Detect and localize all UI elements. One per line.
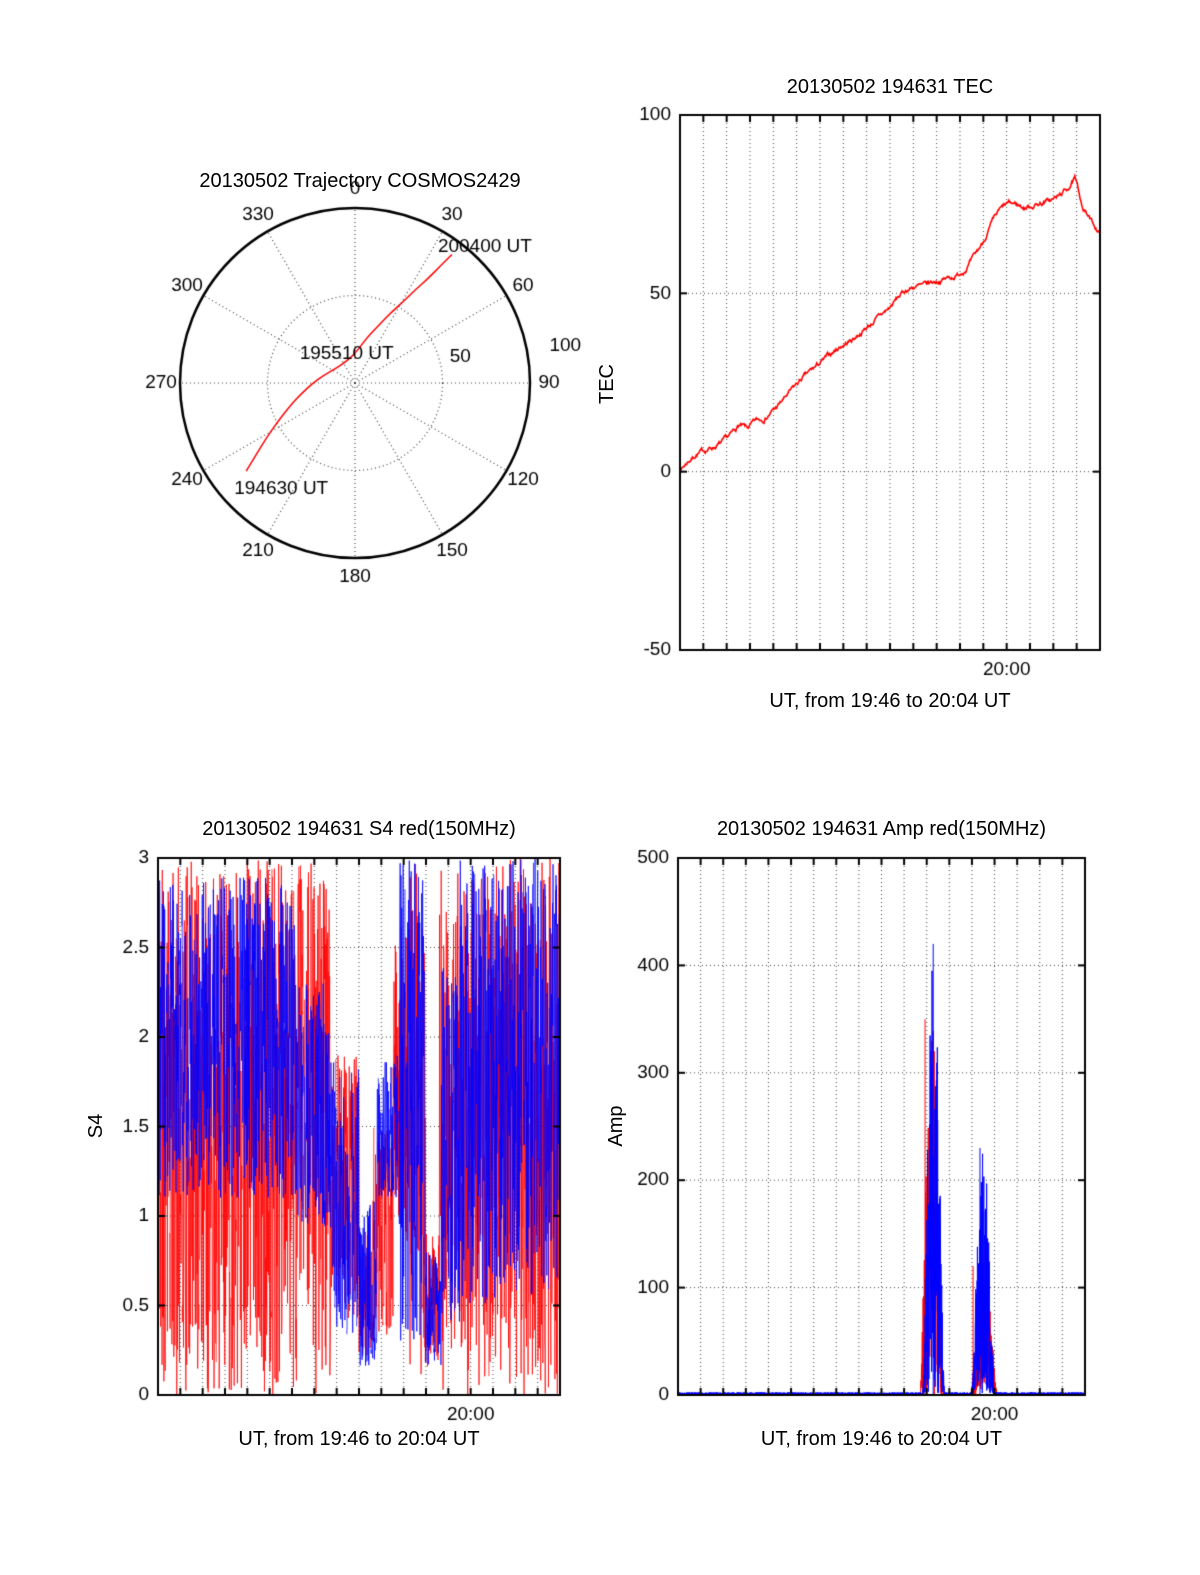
tec-y-axis-label: TEC — [596, 364, 618, 404]
tec-line-chart — [620, 100, 1140, 695]
amp-spike-chart — [618, 845, 1138, 1445]
tec-x-axis-label: UT, from 19:46 to 20:04 UT — [769, 690, 1011, 712]
s4-title: 20130502 194631 S4 red(150MHz) — [202, 818, 516, 840]
s4-scintillation-chart — [100, 845, 600, 1445]
tec-title: 20130502 194631 TEC — [786, 76, 994, 98]
s4-x-axis-label: UT, from 19:46 to 20:04 UT — [238, 1428, 480, 1450]
amp-x-axis-label: UT, from 19:46 to 20:04 UT — [760, 1428, 1003, 1450]
trajectory-polar-chart — [115, 180, 605, 600]
amp-title: 20130502 194631 Amp red(150MHz) — [716, 818, 1047, 840]
